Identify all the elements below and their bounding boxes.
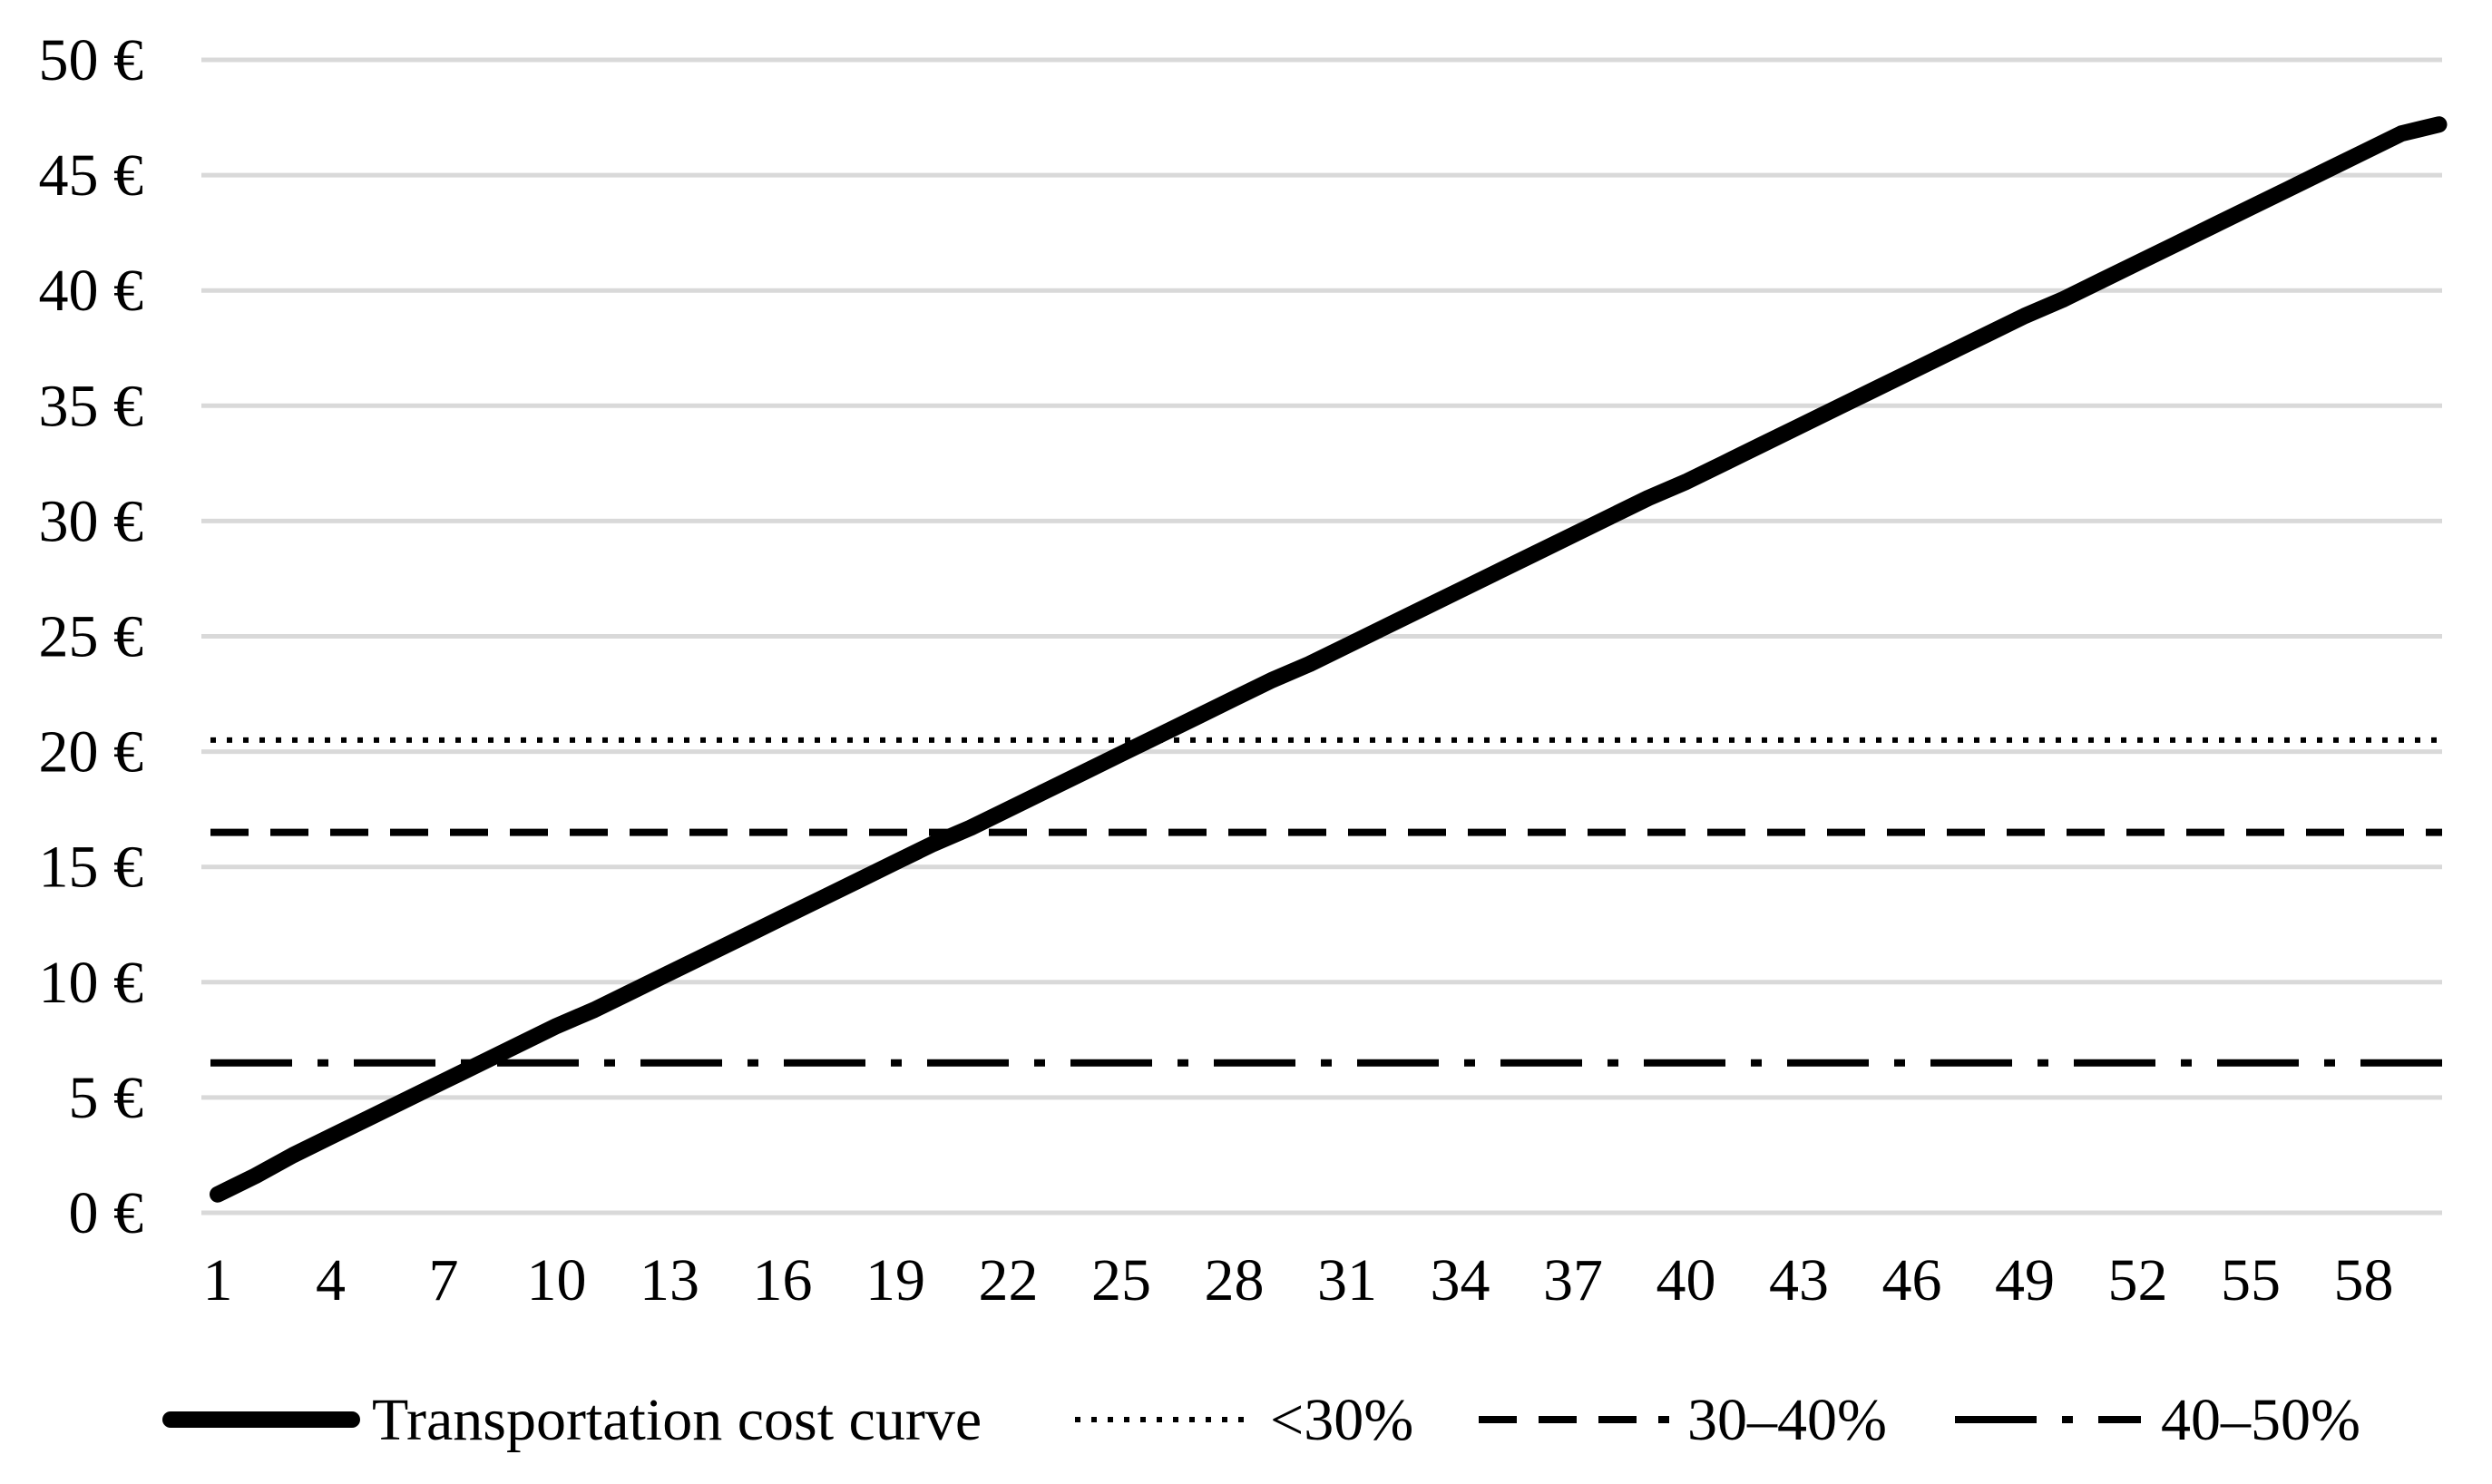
x-tick-label: 49	[1995, 1247, 2055, 1313]
x-tick-label: 19	[865, 1247, 925, 1313]
y-tick-label: 45 €	[39, 142, 144, 209]
x-tick-label: 25	[1091, 1247, 1151, 1313]
x-tick-label: 52	[2108, 1247, 2168, 1313]
legend-item-3: 40–50%	[1955, 1387, 2360, 1453]
x-tick-label: 1	[203, 1247, 233, 1313]
legend: Transportation cost curve <30% 30–40% 40–50…	[162, 1387, 2360, 1453]
x-tick-label: 58	[2334, 1247, 2394, 1313]
legend-label: 30–40%	[1687, 1387, 1887, 1453]
y-tick-label: 30 €	[39, 488, 144, 554]
y-tick-label: 35 €	[39, 373, 144, 439]
series-line-0	[210, 116, 2448, 1203]
y-tick-label: 20 €	[39, 719, 144, 786]
legend-label: 40–50%	[2161, 1387, 2360, 1453]
y-tick-label: 25 €	[39, 604, 144, 670]
gridlines	[201, 57, 2442, 1216]
y-tick-label: 50 €	[39, 27, 144, 93]
legend-label: <30%	[1270, 1387, 1413, 1453]
y-tick-label: 0 €	[69, 1180, 144, 1246]
x-tick-label: 13	[640, 1247, 699, 1313]
legend-item-1: <30%	[1075, 1387, 1413, 1453]
x-tick-label: 37	[1543, 1247, 1603, 1313]
x-tick-label: 7	[429, 1247, 459, 1313]
x-tick-label: 4	[316, 1247, 346, 1313]
y-tick-label: 15 €	[39, 835, 144, 901]
x-tick-label: 46	[1882, 1247, 1942, 1313]
x-tick-label: 22	[979, 1247, 1039, 1313]
x-tick-label: 10	[527, 1247, 587, 1313]
legend-item-0: Transportation cost curve	[162, 1387, 982, 1453]
reference-lines	[210, 737, 2442, 1067]
x-axis-tick-labels: 1 4 7 10 13 16 19 22 25 28 31 34 37 40 43 46 49 52 55 58	[203, 1247, 2394, 1313]
y-tick-label: 5 €	[69, 1065, 144, 1131]
x-tick-label: 28	[1205, 1247, 1265, 1313]
series-lines	[210, 116, 2448, 1203]
y-axis-tick-labels: 0 € 5 € 10 € 15 € 20 € 25 € 30 € 35 € 40 € 45 € 50…	[39, 27, 144, 1246]
y-tick-label: 40 €	[39, 258, 144, 324]
x-tick-label: 55	[2221, 1247, 2281, 1313]
legend-item-2: 30–40%	[1479, 1387, 1887, 1453]
x-tick-label: 34	[1431, 1247, 1490, 1313]
x-tick-label: 31	[1317, 1247, 1377, 1313]
x-tick-label: 40	[1656, 1247, 1716, 1313]
y-tick-label: 10 €	[39, 950, 144, 1016]
legend-label: Transportation cost curve	[372, 1387, 982, 1453]
x-tick-label: 43	[1769, 1247, 1829, 1313]
x-tick-label: 16	[753, 1247, 813, 1313]
